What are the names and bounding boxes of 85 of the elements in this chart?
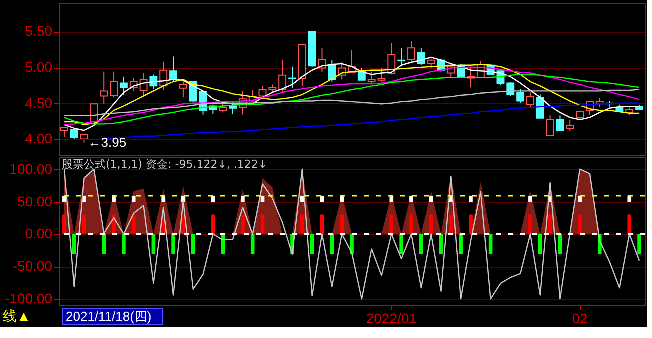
y-tick-label: 4.50 — [25, 94, 53, 111]
line-series — [64, 89, 640, 116]
bar — [638, 234, 642, 254]
bar — [260, 214, 265, 234]
bar — [469, 214, 473, 234]
bar — [459, 234, 463, 254]
candlestick — [427, 58, 436, 69]
y-tick-label: 0.00 — [25, 226, 53, 242]
y-tick-label: 5.00 — [25, 59, 53, 76]
line-series — [64, 168, 640, 300]
bar — [528, 196, 532, 202]
x-tick-label: 2022/01 — [366, 310, 418, 326]
candlestick — [229, 102, 237, 115]
bar — [62, 214, 66, 234]
bar — [410, 196, 414, 202]
bar — [241, 214, 245, 234]
bar — [578, 196, 582, 202]
bar — [72, 234, 76, 254]
candlestick — [288, 66, 296, 89]
candlestick — [408, 40, 416, 62]
bar — [469, 196, 473, 202]
bar — [132, 214, 136, 234]
bar — [340, 196, 344, 202]
candlestick — [100, 71, 108, 105]
bar — [62, 196, 66, 202]
bar — [102, 234, 106, 254]
bar — [191, 234, 196, 254]
bar — [250, 234, 255, 254]
bar — [310, 234, 314, 254]
bar — [628, 214, 632, 234]
y-tick-label: -100.00 — [5, 290, 53, 307]
bar — [300, 196, 304, 202]
candlestick — [546, 115, 554, 136]
bar — [82, 214, 86, 234]
candlestick — [398, 48, 406, 66]
bar — [420, 234, 424, 254]
bar — [340, 214, 344, 234]
bar — [488, 234, 493, 254]
candlestick — [328, 60, 336, 82]
bar — [320, 196, 324, 202]
candlestick — [368, 71, 376, 85]
candlestick — [278, 60, 287, 94]
chart-title: 股票公式(1,1,1) 资金: -95.122↓, .122↓ — [62, 158, 268, 171]
candlestick — [179, 80, 188, 98]
candlestick — [556, 115, 564, 132]
bar — [578, 214, 582, 234]
bar — [330, 234, 334, 254]
candlestick — [417, 48, 426, 66]
bar — [162, 196, 166, 202]
y-tick-label: -50.00 — [12, 258, 53, 274]
bar — [558, 234, 562, 254]
text: 线▲ — [3, 308, 31, 324]
candlestick — [378, 68, 386, 82]
bar — [112, 196, 116, 202]
bar — [410, 214, 414, 234]
bar — [429, 196, 434, 202]
candlestick — [526, 92, 534, 108]
bar — [538, 234, 542, 254]
y-tick-label: 5.50 — [25, 23, 53, 40]
candlestick — [120, 76, 128, 96]
bar — [439, 234, 444, 254]
candlestick — [536, 94, 544, 119]
bar — [628, 196, 632, 202]
candlestick — [110, 71, 118, 98]
y-tick-label: 4.00 — [25, 130, 53, 147]
x-tick-label: 02 — [572, 310, 588, 326]
candlestick — [358, 68, 366, 81]
bar — [449, 214, 454, 234]
bar — [400, 234, 404, 254]
candlestick — [566, 119, 574, 132]
bar — [152, 234, 156, 254]
candlestick — [516, 88, 525, 104]
annotation: ←3.95 — [88, 134, 127, 150]
bar — [172, 234, 176, 254]
text: 2021/11/18(四) — [66, 309, 152, 324]
candlestick — [170, 56, 178, 82]
bar — [260, 196, 265, 202]
bar — [300, 214, 304, 234]
y-tick-label: 100.00 — [10, 160, 53, 177]
bar — [528, 214, 532, 234]
bar — [132, 196, 136, 202]
candlestick — [70, 128, 78, 140]
bar — [122, 234, 126, 254]
bar — [241, 196, 245, 202]
y-tick-label: 50.00 — [17, 193, 53, 210]
